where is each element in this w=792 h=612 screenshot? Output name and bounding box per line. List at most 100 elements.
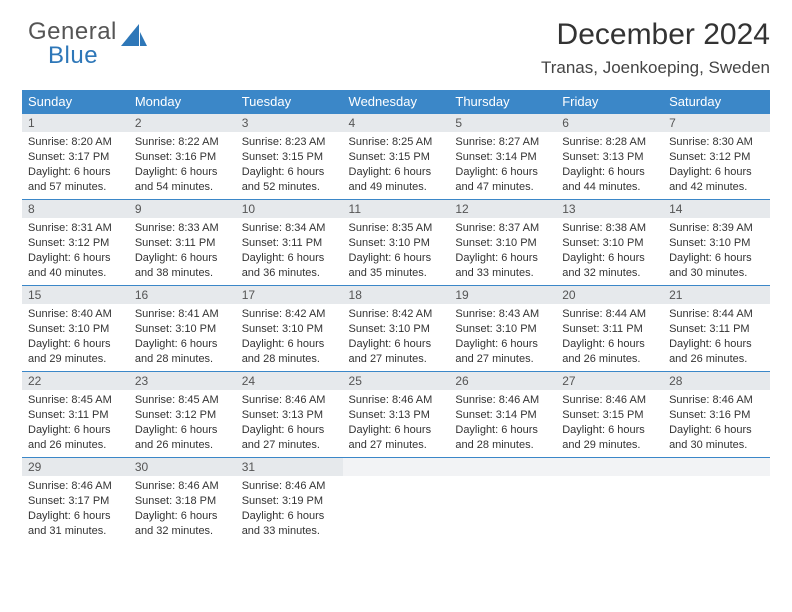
calendar-day-cell: 12Sunrise: 8:37 AMSunset: 3:10 PMDayligh…	[449, 200, 556, 286]
day-number: 11	[343, 200, 450, 218]
calendar-week-row: 1Sunrise: 8:20 AMSunset: 3:17 PMDaylight…	[22, 114, 770, 200]
day-details: Sunrise: 8:39 AMSunset: 3:10 PMDaylight:…	[663, 218, 770, 284]
day-details: Sunrise: 8:45 AMSunset: 3:11 PMDaylight:…	[22, 390, 129, 456]
day-number: 30	[129, 458, 236, 476]
calendar-day-cell: 21Sunrise: 8:44 AMSunset: 3:11 PMDayligh…	[663, 286, 770, 372]
day-details: Sunrise: 8:43 AMSunset: 3:10 PMDaylight:…	[449, 304, 556, 370]
day-of-week-header: Friday	[556, 90, 663, 114]
calendar-day-cell	[343, 458, 450, 544]
calendar-day-cell: 30Sunrise: 8:46 AMSunset: 3:18 PMDayligh…	[129, 458, 236, 544]
day-number: 16	[129, 286, 236, 304]
calendar-day-cell: 5Sunrise: 8:27 AMSunset: 3:14 PMDaylight…	[449, 114, 556, 200]
day-of-week-header: Tuesday	[236, 90, 343, 114]
calendar-day-cell: 25Sunrise: 8:46 AMSunset: 3:13 PMDayligh…	[343, 372, 450, 458]
day-details: Sunrise: 8:44 AMSunset: 3:11 PMDaylight:…	[556, 304, 663, 370]
day-number: 28	[663, 372, 770, 390]
logo-text-general: General	[28, 20, 117, 44]
calendar-day-cell: 20Sunrise: 8:44 AMSunset: 3:11 PMDayligh…	[556, 286, 663, 372]
day-details: Sunrise: 8:42 AMSunset: 3:10 PMDaylight:…	[236, 304, 343, 370]
day-details: Sunrise: 8:40 AMSunset: 3:10 PMDaylight:…	[22, 304, 129, 370]
calendar-day-cell: 2Sunrise: 8:22 AMSunset: 3:16 PMDaylight…	[129, 114, 236, 200]
day-details: Sunrise: 8:37 AMSunset: 3:10 PMDaylight:…	[449, 218, 556, 284]
day-of-week-header: Wednesday	[343, 90, 450, 114]
day-details: Sunrise: 8:46 AMSunset: 3:16 PMDaylight:…	[663, 390, 770, 456]
day-details: Sunrise: 8:46 AMSunset: 3:19 PMDaylight:…	[236, 476, 343, 542]
calendar-day-cell: 11Sunrise: 8:35 AMSunset: 3:10 PMDayligh…	[343, 200, 450, 286]
calendar-day-cell: 7Sunrise: 8:30 AMSunset: 3:12 PMDaylight…	[663, 114, 770, 200]
calendar-day-cell: 1Sunrise: 8:20 AMSunset: 3:17 PMDaylight…	[22, 114, 129, 200]
day-number: 4	[343, 114, 450, 132]
day-details: Sunrise: 8:46 AMSunset: 3:15 PMDaylight:…	[556, 390, 663, 456]
day-details: Sunrise: 8:28 AMSunset: 3:13 PMDaylight:…	[556, 132, 663, 198]
day-number: 27	[556, 372, 663, 390]
calendar-day-cell: 27Sunrise: 8:46 AMSunset: 3:15 PMDayligh…	[556, 372, 663, 458]
day-details: Sunrise: 8:30 AMSunset: 3:12 PMDaylight:…	[663, 132, 770, 198]
day-number: 20	[556, 286, 663, 304]
calendar-day-cell: 13Sunrise: 8:38 AMSunset: 3:10 PMDayligh…	[556, 200, 663, 286]
day-number: 5	[449, 114, 556, 132]
day-number: 7	[663, 114, 770, 132]
calendar-day-cell: 28Sunrise: 8:46 AMSunset: 3:16 PMDayligh…	[663, 372, 770, 458]
day-details: Sunrise: 8:46 AMSunset: 3:13 PMDaylight:…	[343, 390, 450, 456]
calendar-day-cell	[449, 458, 556, 544]
calendar-week-row: 22Sunrise: 8:45 AMSunset: 3:11 PMDayligh…	[22, 372, 770, 458]
day-details: Sunrise: 8:44 AMSunset: 3:11 PMDaylight:…	[663, 304, 770, 370]
calendar-week-row: 29Sunrise: 8:46 AMSunset: 3:17 PMDayligh…	[22, 458, 770, 544]
day-number: 24	[236, 372, 343, 390]
logo-text-blue: Blue	[48, 44, 117, 68]
day-number: 14	[663, 200, 770, 218]
day-number: 12	[449, 200, 556, 218]
day-details: Sunrise: 8:45 AMSunset: 3:12 PMDaylight:…	[129, 390, 236, 456]
calendar-day-cell	[663, 458, 770, 544]
day-of-week-header: Sunday	[22, 90, 129, 114]
calendar-day-cell: 23Sunrise: 8:45 AMSunset: 3:12 PMDayligh…	[129, 372, 236, 458]
day-details: Sunrise: 8:38 AMSunset: 3:10 PMDaylight:…	[556, 218, 663, 284]
day-details: Sunrise: 8:23 AMSunset: 3:15 PMDaylight:…	[236, 132, 343, 198]
day-number-empty	[449, 458, 556, 476]
calendar-day-cell: 22Sunrise: 8:45 AMSunset: 3:11 PMDayligh…	[22, 372, 129, 458]
calendar-week-row: 15Sunrise: 8:40 AMSunset: 3:10 PMDayligh…	[22, 286, 770, 372]
day-number-empty	[343, 458, 450, 476]
logo-sail-icon	[121, 24, 147, 46]
calendar-day-cell: 9Sunrise: 8:33 AMSunset: 3:11 PMDaylight…	[129, 200, 236, 286]
day-details: Sunrise: 8:27 AMSunset: 3:14 PMDaylight:…	[449, 132, 556, 198]
calendar-day-cell: 29Sunrise: 8:46 AMSunset: 3:17 PMDayligh…	[22, 458, 129, 544]
day-details: Sunrise: 8:46 AMSunset: 3:14 PMDaylight:…	[449, 390, 556, 456]
day-details: Sunrise: 8:46 AMSunset: 3:17 PMDaylight:…	[22, 476, 129, 542]
day-number: 26	[449, 372, 556, 390]
calendar-day-cell: 31Sunrise: 8:46 AMSunset: 3:19 PMDayligh…	[236, 458, 343, 544]
calendar-day-cell: 17Sunrise: 8:42 AMSunset: 3:10 PMDayligh…	[236, 286, 343, 372]
calendar-day-cell: 8Sunrise: 8:31 AMSunset: 3:12 PMDaylight…	[22, 200, 129, 286]
day-number: 25	[343, 372, 450, 390]
day-number: 15	[22, 286, 129, 304]
calendar-day-cell: 18Sunrise: 8:42 AMSunset: 3:10 PMDayligh…	[343, 286, 450, 372]
day-number: 19	[449, 286, 556, 304]
day-number: 18	[343, 286, 450, 304]
day-of-week-header: Saturday	[663, 90, 770, 114]
calendar-day-cell: 10Sunrise: 8:34 AMSunset: 3:11 PMDayligh…	[236, 200, 343, 286]
calendar-table: SundayMondayTuesdayWednesdayThursdayFrid…	[22, 90, 770, 544]
calendar-day-cell: 14Sunrise: 8:39 AMSunset: 3:10 PMDayligh…	[663, 200, 770, 286]
day-number: 17	[236, 286, 343, 304]
day-details: Sunrise: 8:42 AMSunset: 3:10 PMDaylight:…	[343, 304, 450, 370]
day-number-empty	[663, 458, 770, 476]
day-details: Sunrise: 8:22 AMSunset: 3:16 PMDaylight:…	[129, 132, 236, 198]
day-number: 2	[129, 114, 236, 132]
calendar-day-cell: 19Sunrise: 8:43 AMSunset: 3:10 PMDayligh…	[449, 286, 556, 372]
calendar-day-cell: 3Sunrise: 8:23 AMSunset: 3:15 PMDaylight…	[236, 114, 343, 200]
day-details: Sunrise: 8:35 AMSunset: 3:10 PMDaylight:…	[343, 218, 450, 284]
day-details: Sunrise: 8:20 AMSunset: 3:17 PMDaylight:…	[22, 132, 129, 198]
calendar-week-row: 8Sunrise: 8:31 AMSunset: 3:12 PMDaylight…	[22, 200, 770, 286]
day-details: Sunrise: 8:46 AMSunset: 3:13 PMDaylight:…	[236, 390, 343, 456]
day-number: 22	[22, 372, 129, 390]
calendar-day-cell	[556, 458, 663, 544]
day-number: 21	[663, 286, 770, 304]
calendar-day-cell: 16Sunrise: 8:41 AMSunset: 3:10 PMDayligh…	[129, 286, 236, 372]
day-number: 13	[556, 200, 663, 218]
calendar-day-cell: 4Sunrise: 8:25 AMSunset: 3:15 PMDaylight…	[343, 114, 450, 200]
day-number-empty	[556, 458, 663, 476]
day-number: 8	[22, 200, 129, 218]
day-of-week-header: Monday	[129, 90, 236, 114]
day-number: 10	[236, 200, 343, 218]
day-number: 9	[129, 200, 236, 218]
